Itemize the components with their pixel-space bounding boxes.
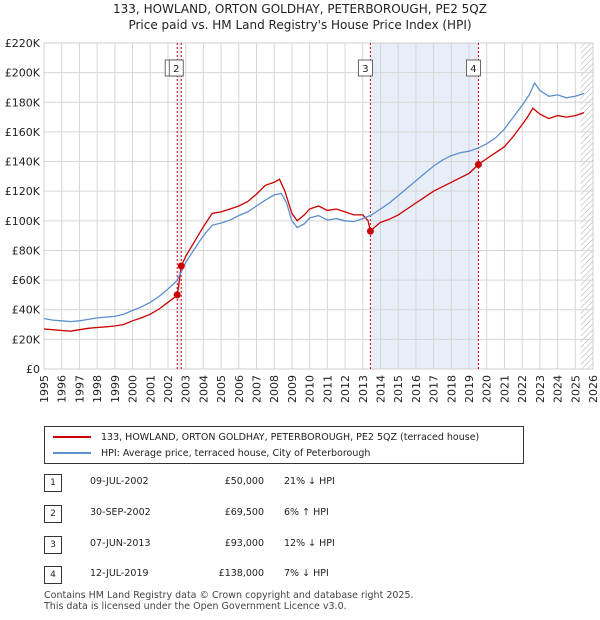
x-tick-label: 2018: [445, 375, 458, 403]
y-tick-label: £60K: [12, 274, 41, 287]
x-tick-label: 2021: [498, 375, 511, 403]
x-tick-label: 2010: [304, 375, 317, 403]
y-tick-label: £200K: [5, 67, 41, 80]
x-tick-label: 2011: [321, 375, 334, 403]
sale-number-badge: 2: [44, 505, 62, 523]
series-line-price: [43, 107, 585, 332]
legend-label-price: 133, HOWLAND, ORTON GOLDHAY, PETERBOROUG…: [101, 431, 480, 443]
x-tick-label: 2005: [215, 375, 228, 403]
sale-label-text: 3: [362, 64, 368, 75]
x-tick-label: 1999: [109, 375, 122, 403]
chart-legend: 133, HOWLAND, ORTON GOLDHAY, PETERBOROUG…: [44, 426, 524, 464]
x-tick-label: 2008: [268, 375, 281, 403]
series-line-hpi: [43, 81, 585, 323]
x-tick-label: 2002: [162, 375, 175, 403]
y-tick-label: £0: [26, 363, 40, 376]
x-tick-label: 2024: [552, 375, 565, 403]
x-tick-label: 2003: [180, 375, 193, 403]
y-tick-label: £180K: [5, 96, 41, 109]
legend-item-price: 133, HOWLAND, ORTON GOLDHAY, PETERBOROUG…: [53, 430, 479, 444]
sale-label-box: 3: [357, 59, 373, 77]
sale-number-badge: 1: [44, 474, 62, 492]
chart-title: 133, HOWLAND, ORTON GOLDHAY, PETERBOROUG…: [113, 2, 487, 16]
y-tick-label: £140K: [5, 156, 41, 169]
table-row: 4 12-JUL-2019 £138,000 7% ↓ HPI: [44, 566, 384, 586]
legend-label-hpi: HPI: Average price, terraced house, City…: [101, 447, 371, 459]
price-chart: 1234£0£20K£40K£60K£80K£100K£120K£140K£16…: [5, 37, 600, 403]
chart-subtitle: Price paid vs. HM Land Registry's House …: [128, 18, 472, 32]
sale-price: £50,000: [224, 476, 264, 487]
x-tick-label: 2026: [587, 375, 600, 403]
sale-hpi-diff: 21% ↓ HPI: [284, 476, 335, 487]
x-tick-label: 1997: [73, 375, 86, 403]
x-tick-label: 1996: [56, 375, 69, 403]
legend-swatch-price: [53, 436, 91, 438]
sale-hpi-diff: 6% ↑ HPI: [284, 507, 329, 518]
sale-hpi-diff: 12% ↓ HPI: [284, 538, 335, 549]
x-tick-label: 2019: [463, 375, 476, 403]
sale-point: [173, 291, 181, 299]
x-tick-label: 2012: [339, 375, 352, 403]
y-tick-label: £80K: [12, 244, 41, 257]
x-tick-label: 2025: [569, 375, 582, 403]
y-tick-label: £100K: [5, 215, 41, 228]
sale-number-badge: 4: [44, 566, 62, 584]
legend-swatch-hpi: [53, 452, 91, 454]
sale-date: 09-JUL-2002: [90, 476, 149, 487]
table-row: 2 30-SEP-2002 £69,500 6% ↑ HPI: [44, 505, 384, 525]
sale-hpi-diff: 7% ↓ HPI: [284, 568, 329, 579]
sale-point: [177, 262, 185, 270]
shaded-period: [177, 43, 182, 369]
sale-point: [474, 161, 482, 169]
x-tick-label: 2014: [374, 375, 387, 403]
x-tick-label: 2007: [251, 375, 264, 403]
sale-point: [366, 227, 374, 235]
sale-date: 12-JUL-2019: [90, 568, 149, 579]
x-tick-label: 2020: [481, 375, 494, 403]
sale-label-border: [466, 59, 481, 77]
x-tick-label: 2000: [127, 375, 140, 403]
shaded-period: [370, 43, 479, 369]
x-tick-label: 2004: [197, 375, 210, 403]
sale-label-box: 2: [168, 59, 184, 77]
x-tick-label: 2017: [428, 375, 441, 403]
y-tick-label: £20K: [12, 333, 41, 346]
table-row: 1 09-JUL-2002 £50,000 21% ↓ HPI: [44, 474, 384, 494]
x-tick-label: 1998: [91, 375, 104, 403]
x-tick-label: 2013: [357, 375, 370, 403]
sale-price: £138,000: [218, 568, 264, 579]
sale-label-border: [357, 59, 373, 77]
sale-price: £93,000: [224, 538, 264, 549]
x-tick-label: 2022: [516, 375, 529, 403]
y-tick-label: £160K: [5, 126, 41, 139]
sale-date: 07-JUN-2013: [90, 538, 151, 549]
sale-label-text: 2: [173, 64, 179, 75]
x-tick-label: 2001: [144, 375, 157, 403]
sale-label-text: 4: [470, 64, 476, 75]
y-tick-label: £220K: [5, 37, 41, 50]
sale-date: 30-SEP-2002: [90, 507, 151, 518]
footer-line-2: This data is licensed under the Open Gov…: [44, 601, 347, 612]
x-tick-label: 2023: [534, 375, 547, 403]
table-row: 3 07-JUN-2013 £93,000 12% ↓ HPI: [44, 536, 384, 556]
y-tick-label: £120K: [5, 185, 41, 198]
sale-price: £69,500: [224, 507, 264, 518]
y-tick-label: £40K: [12, 304, 41, 317]
sale-number-badge: 3: [44, 536, 62, 554]
x-tick-label: 2009: [286, 375, 299, 403]
plot-border: [43, 42, 594, 370]
x-tick-label: 2016: [410, 375, 423, 403]
footer-line-1: Contains HM Land Registry data © Crown c…: [44, 590, 414, 601]
hatched-region: [580, 43, 593, 369]
x-tick-label: 2006: [233, 375, 246, 403]
footer-attribution: Contains HM Land Registry data © Crown c…: [44, 590, 414, 612]
x-tick-label: 1995: [38, 375, 51, 403]
legend-item-hpi: HPI: Average price, terraced house, City…: [53, 446, 370, 460]
sale-label-border: [168, 59, 184, 77]
sale-label-box: 4: [466, 59, 481, 77]
x-tick-label: 2015: [392, 375, 405, 403]
